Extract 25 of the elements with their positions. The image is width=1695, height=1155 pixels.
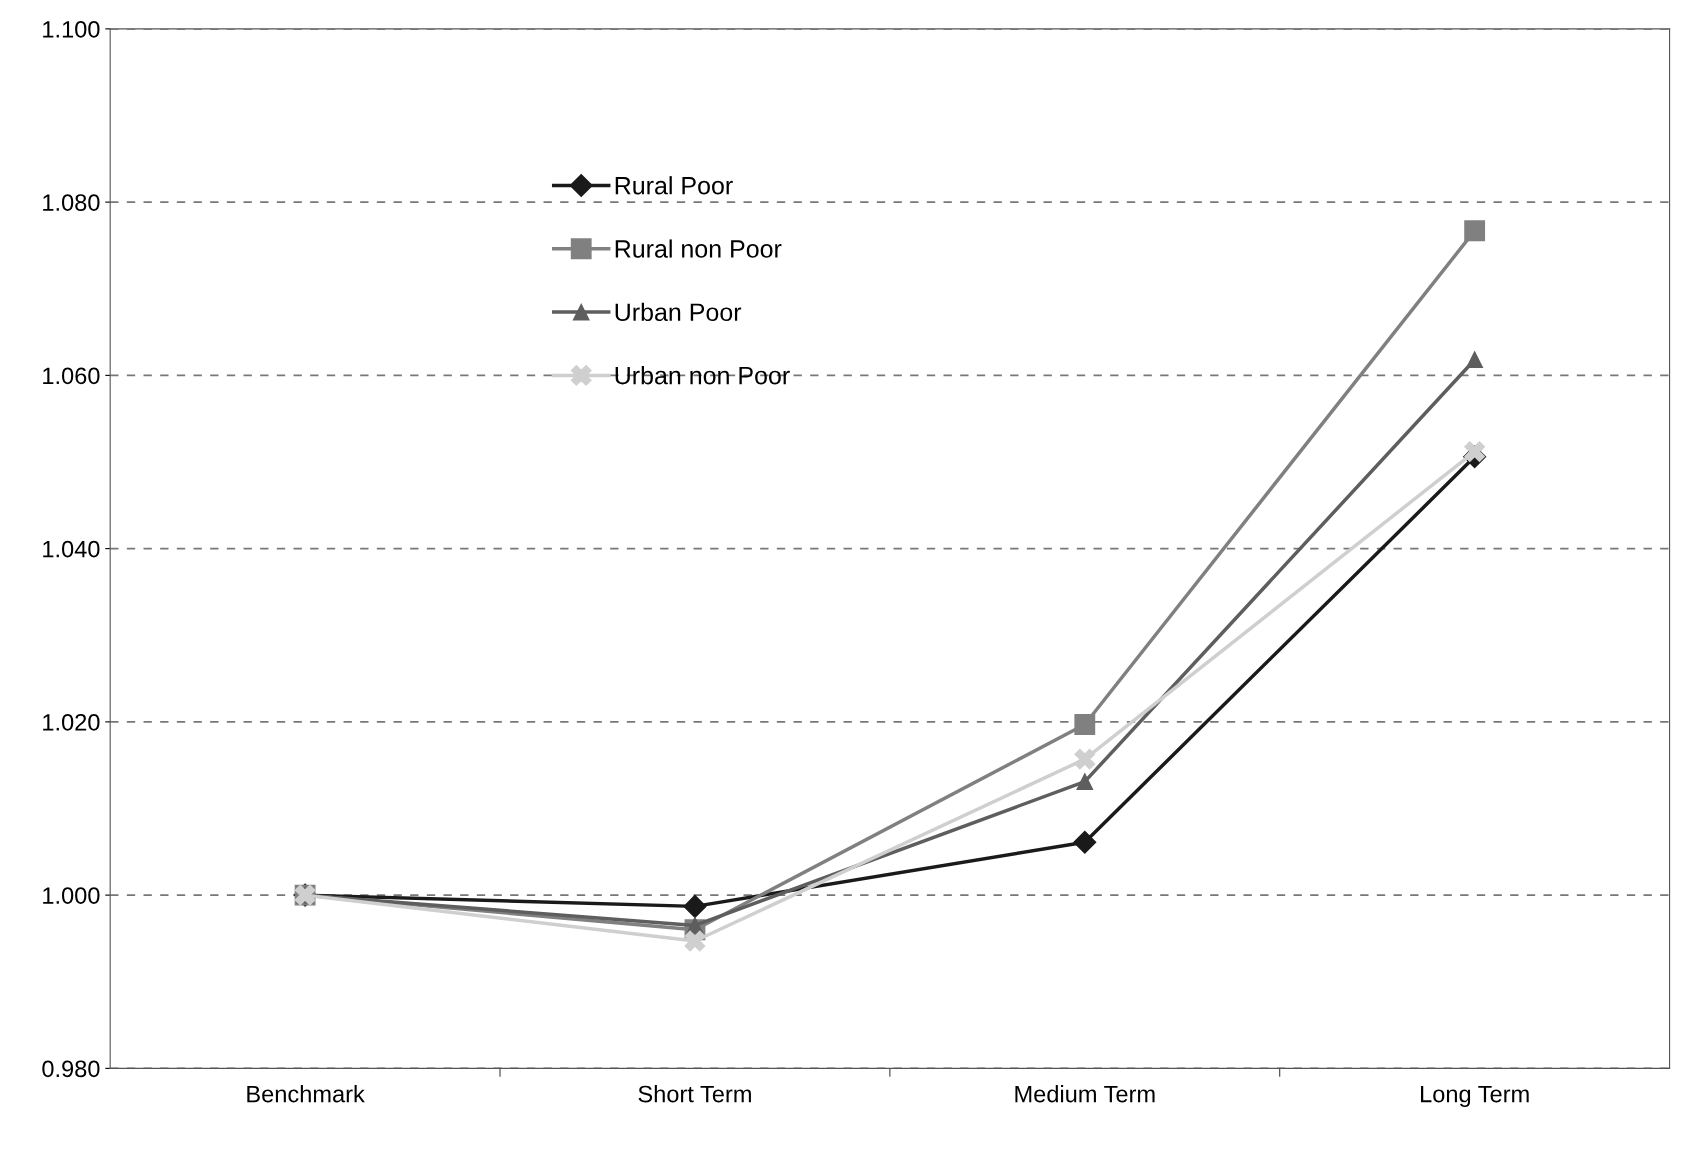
point — [683, 894, 707, 918]
legend-label: Urban non Poor — [615, 366, 790, 385]
point — [684, 930, 706, 952]
y-tick-label: 1.080 — [43, 194, 100, 211]
y-tick-label: 1.000 — [43, 887, 100, 904]
point — [1464, 441, 1486, 463]
legend-label: Urban Poor — [615, 302, 742, 322]
y-tick-label: 1.040 — [43, 540, 100, 558]
point — [1074, 714, 1096, 735]
y-tick-label: 1.060 — [43, 367, 100, 385]
legend-label: Rural Poor — [615, 176, 733, 195]
point — [1073, 830, 1097, 854]
point — [1466, 351, 1483, 369]
x-tick-label: Benchmark — [247, 1085, 365, 1103]
x-tick-label: Long Term — [1421, 1085, 1529, 1108]
x-tick-label: Medium Term — [1015, 1085, 1155, 1103]
point — [1074, 748, 1096, 770]
point — [686, 917, 704, 934]
y-tick-label: 1.100 — [43, 20, 100, 38]
point — [1076, 773, 1094, 790]
legend-label: Rural non Poor — [615, 239, 782, 258]
y-tick-label: 1.020 — [43, 713, 100, 731]
y-tick-label: 0.980 — [42, 1060, 100, 1078]
x-tick-label: Short Term — [638, 1085, 751, 1103]
point — [1464, 220, 1486, 242]
